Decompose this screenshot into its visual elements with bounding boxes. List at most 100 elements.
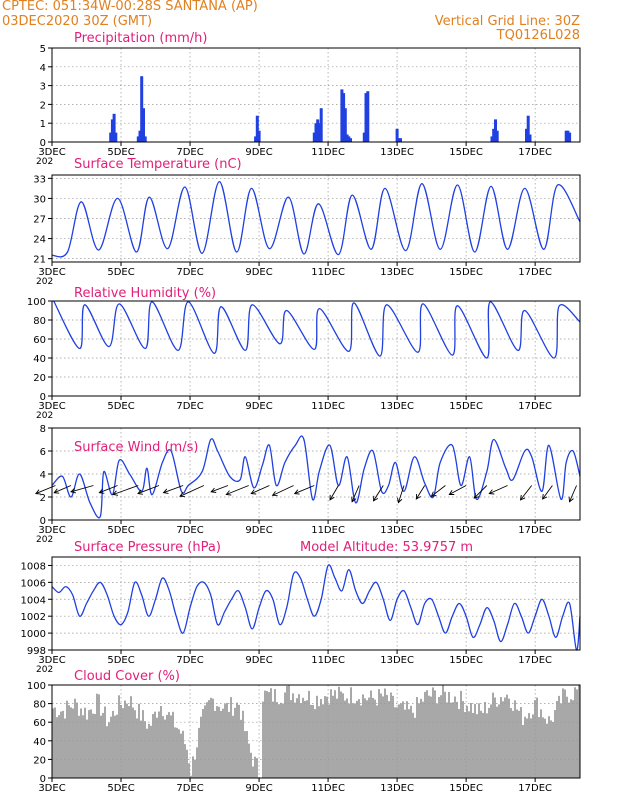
y-tick-label: 60 — [33, 718, 46, 729]
cloud-bar — [486, 713, 488, 778]
precip-bar — [109, 132, 113, 142]
precip-bar — [342, 93, 346, 142]
cloud-bar — [558, 695, 560, 778]
precip-bar — [138, 130, 142, 142]
cloud-bar — [118, 695, 120, 778]
cloud-bar — [114, 715, 116, 778]
cloud-bar — [516, 709, 518, 778]
cloud-bar — [246, 731, 248, 778]
cloud-bar — [554, 710, 556, 778]
cloud-bar — [384, 688, 386, 778]
cloud-bar — [446, 702, 448, 778]
wind-arrow — [397, 485, 405, 503]
wind-arrow-head — [430, 491, 437, 497]
cloud-bar — [192, 756, 194, 778]
cloud-bar — [578, 685, 580, 778]
y-tick-label: 4 — [40, 470, 46, 481]
cloud-bar — [366, 700, 368, 778]
cloud-bar — [492, 692, 494, 778]
cloud-bar — [156, 717, 158, 778]
cloud-bar — [310, 704, 312, 778]
cloud-bar — [332, 695, 334, 778]
cloud-bar — [546, 723, 548, 778]
cloud-bar — [168, 712, 170, 778]
cloud-bar — [360, 705, 362, 778]
y-tick-label: 2 — [40, 100, 46, 111]
precip-panel-title: Precipitation (mm/h) — [74, 31, 207, 46]
cloud-bar — [72, 708, 74, 778]
cloud-bar — [430, 696, 432, 778]
cloud-bar — [298, 694, 300, 778]
cloud-bar — [468, 711, 470, 778]
cloud-bar — [268, 692, 270, 778]
cloud-bar — [282, 703, 284, 778]
cloud-bar — [542, 717, 544, 778]
cloud-bar — [52, 708, 54, 778]
precip-bar — [343, 108, 347, 142]
model-code: TQ0126L028 — [496, 28, 580, 43]
year-label-fragment: 202 — [36, 411, 53, 421]
y-tick-label: 1004 — [21, 595, 46, 606]
precip-bar — [140, 76, 144, 142]
y-tick-label: 20 — [33, 373, 46, 384]
cloud-bar — [88, 710, 90, 778]
wind-arrow — [137, 485, 160, 495]
cloud-bar — [494, 697, 496, 778]
y-tick-label: 998 — [27, 646, 46, 657]
cloud-bar — [508, 698, 510, 778]
precip-bar — [568, 132, 572, 142]
precip-bar — [366, 91, 370, 142]
chart-header: CPTEC: 051:34W-00:28S SANTANA (AP) 03DEC… — [0, 0, 618, 50]
panel-frame — [51, 47, 581, 143]
precip-bar — [142, 108, 145, 142]
cloud-bar — [386, 694, 388, 778]
cloud-bar — [232, 715, 234, 778]
cloud-bar — [362, 694, 364, 778]
cloud-bar — [58, 715, 60, 778]
y-tick-label: 30 — [33, 194, 46, 205]
precip-bar — [312, 132, 316, 142]
wind-arrow-head — [415, 493, 421, 500]
y-tick-label: 1008 — [21, 561, 46, 572]
cloud-bar — [148, 723, 150, 778]
cloud-bar — [410, 705, 412, 778]
precip-bar — [110, 119, 114, 142]
cloud-bar — [240, 719, 242, 778]
cloud-bar — [164, 719, 166, 778]
cloud-bar — [146, 728, 148, 778]
wind-arrow — [54, 485, 72, 494]
x-tick-label: 7DEC — [176, 783, 203, 794]
precip-bar — [257, 130, 261, 142]
cloud-bar — [294, 702, 296, 778]
cloud-bar — [276, 702, 278, 778]
cloud-bar — [142, 710, 144, 778]
cloud-bar — [534, 700, 536, 778]
cloud-bar — [418, 703, 420, 778]
cloud-bar — [176, 727, 178, 778]
cloud-bar — [462, 701, 464, 778]
wind-arrow-head — [473, 493, 480, 499]
cloud-bar — [378, 689, 380, 778]
cloud-bar — [364, 698, 366, 778]
y-tick-label: 8 — [40, 424, 46, 435]
cloud-bar — [432, 687, 434, 778]
cloud-bar — [166, 714, 168, 778]
wind-arrow-head — [179, 492, 186, 498]
x-tick-label: 9DEC — [245, 147, 272, 158]
cloud-bar — [544, 718, 546, 778]
wind-arrow — [415, 485, 426, 500]
cloud-bar — [112, 710, 114, 778]
wind-arrow — [179, 485, 205, 497]
cloud-bar — [320, 699, 322, 778]
cloud-bar — [570, 699, 572, 778]
cloud-bar — [68, 705, 70, 778]
cloud-bar — [520, 707, 522, 778]
precip-bar — [318, 123, 321, 142]
x-tick-label: 15DEC — [449, 267, 483, 278]
y-tick-label: 5 — [40, 44, 46, 55]
y-tick-label: 0 — [40, 516, 46, 527]
cloud-bar — [54, 707, 56, 778]
cloud-bar — [90, 709, 92, 778]
cloud-bar — [438, 697, 440, 778]
cloud-bar — [278, 704, 280, 778]
